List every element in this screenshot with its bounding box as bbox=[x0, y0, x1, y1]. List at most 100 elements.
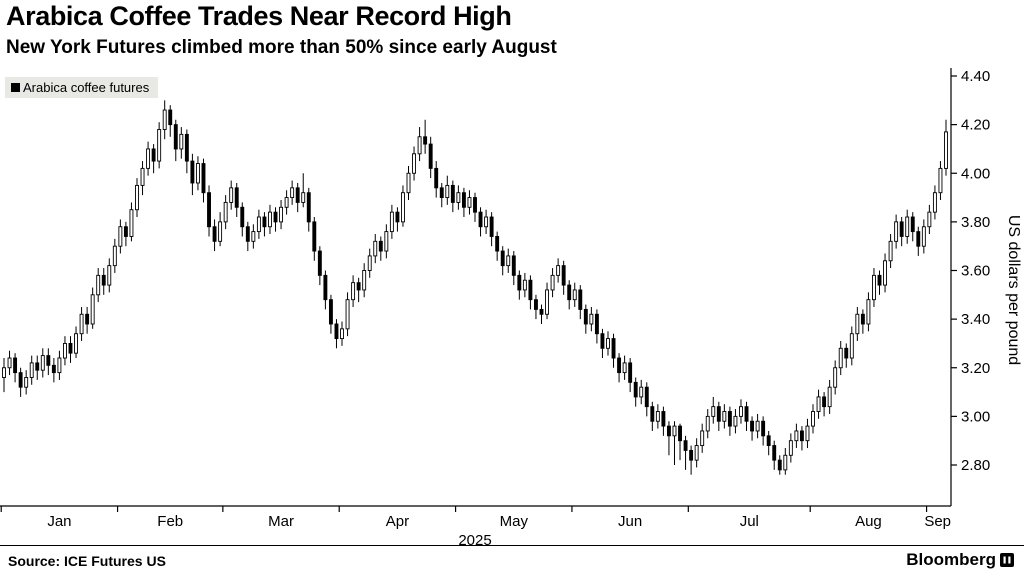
candle bbox=[212, 219, 217, 252]
candle-body bbox=[434, 167, 439, 189]
x-month-label: May bbox=[500, 513, 529, 530]
candle-body bbox=[600, 333, 605, 349]
y-tick-label: 3.80 bbox=[961, 214, 990, 231]
candle bbox=[905, 209, 910, 244]
candle-body bbox=[622, 362, 627, 374]
candle-body bbox=[578, 289, 583, 310]
candle bbox=[389, 204, 394, 239]
candle-body bbox=[661, 411, 666, 427]
candle bbox=[500, 246, 505, 276]
candle-body bbox=[179, 133, 184, 150]
candle bbox=[639, 379, 644, 405]
candle bbox=[68, 336, 73, 363]
candle bbox=[96, 268, 101, 303]
candle bbox=[345, 292, 350, 337]
candle bbox=[683, 435, 688, 470]
candle bbox=[617, 353, 622, 383]
candle-body bbox=[838, 347, 843, 369]
candle bbox=[340, 321, 344, 346]
x-month-label: Sep bbox=[924, 513, 951, 530]
candle bbox=[450, 180, 455, 213]
candle-body bbox=[362, 270, 367, 291]
candle bbox=[18, 367, 23, 397]
footer-divider bbox=[0, 545, 1024, 546]
candle bbox=[401, 185, 405, 227]
candle-body bbox=[46, 355, 51, 366]
candle-body bbox=[927, 211, 932, 228]
candle-body bbox=[683, 440, 688, 451]
candle bbox=[739, 399, 743, 424]
candle bbox=[766, 430, 771, 456]
candle bbox=[112, 238, 117, 273]
candle-body bbox=[24, 377, 29, 388]
candle-body bbox=[550, 274, 555, 291]
candle-body bbox=[788, 440, 793, 456]
candle-body bbox=[689, 449, 694, 461]
candle-body bbox=[162, 109, 167, 130]
candle bbox=[118, 219, 123, 254]
candle bbox=[328, 294, 333, 334]
candle bbox=[201, 158, 206, 203]
candle-body bbox=[207, 192, 211, 228]
candle-body bbox=[534, 299, 538, 310]
candle bbox=[622, 355, 627, 380]
candle bbox=[367, 248, 372, 278]
candle bbox=[528, 275, 533, 310]
candle-body bbox=[85, 313, 90, 325]
candle-body bbox=[7, 357, 12, 369]
candle bbox=[461, 187, 466, 218]
candle bbox=[406, 165, 411, 200]
candle bbox=[894, 214, 899, 249]
candle-body bbox=[733, 415, 738, 427]
candle bbox=[190, 153, 195, 196]
candle bbox=[583, 304, 588, 334]
candle bbox=[722, 404, 727, 429]
x-year-label: 2025 bbox=[458, 532, 491, 545]
candle-body bbox=[306, 192, 311, 223]
candle bbox=[279, 199, 284, 230]
candle bbox=[40, 348, 45, 378]
candle bbox=[456, 185, 461, 210]
candle bbox=[755, 413, 760, 439]
candle-body bbox=[445, 184, 450, 199]
candle bbox=[927, 204, 932, 235]
candle bbox=[284, 190, 289, 215]
candle bbox=[550, 268, 555, 298]
candle-body bbox=[467, 197, 472, 208]
candle-body bbox=[783, 454, 788, 471]
candle-body bbox=[90, 294, 95, 325]
candle-body bbox=[916, 231, 921, 247]
candle-body bbox=[234, 187, 239, 208]
candle-body bbox=[384, 231, 389, 252]
candle bbox=[860, 309, 865, 334]
candle-body bbox=[899, 221, 904, 237]
candle-body bbox=[301, 192, 306, 203]
candle-body bbox=[373, 240, 378, 257]
candle-body bbox=[334, 323, 339, 340]
candle-body bbox=[173, 124, 178, 150]
candle-body bbox=[860, 313, 865, 325]
candle bbox=[195, 156, 200, 191]
candle bbox=[417, 127, 422, 162]
candle-body bbox=[378, 240, 383, 252]
candle bbox=[716, 401, 721, 431]
candle-body bbox=[805, 425, 810, 442]
candle-body bbox=[79, 313, 84, 335]
candle-body bbox=[506, 255, 511, 267]
candle-body bbox=[351, 282, 356, 301]
candle bbox=[467, 190, 472, 215]
candle bbox=[794, 423, 799, 448]
candle bbox=[334, 319, 339, 349]
candle-body bbox=[833, 367, 838, 388]
candle-body bbox=[606, 338, 610, 349]
candle bbox=[855, 306, 860, 342]
candle bbox=[423, 119, 428, 154]
candle bbox=[240, 202, 245, 237]
candle bbox=[51, 358, 56, 383]
candle bbox=[694, 438, 699, 468]
candle-body bbox=[910, 216, 915, 233]
candle bbox=[772, 440, 777, 470]
candle-body bbox=[639, 386, 644, 398]
candle-body bbox=[545, 289, 549, 315]
candle bbox=[85, 306, 90, 334]
